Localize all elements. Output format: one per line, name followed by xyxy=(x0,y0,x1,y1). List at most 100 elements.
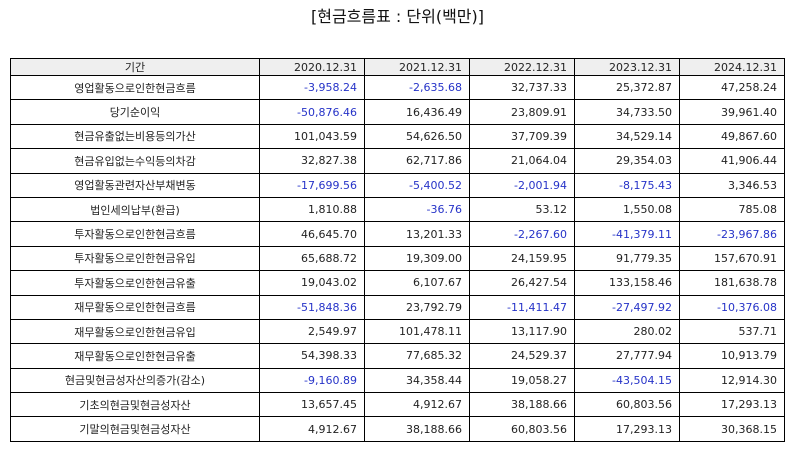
table-cell: 77,685.32 xyxy=(364,343,470,369)
row-label: 당기순이익 xyxy=(10,99,260,125)
row-label: 재무활동으로인한현금흐름 xyxy=(10,294,260,320)
table-cell: 19,058.27 xyxy=(469,367,575,394)
row-label: 영업활동으로인한현금흐름 xyxy=(10,74,260,101)
table-cell: 91,779.35 xyxy=(574,245,680,272)
table-cell: 54,398.33 xyxy=(259,343,365,369)
table-row: 투자활동으로인한현금유입 65,688.72 19,309.00 24,159.95 9… xyxy=(10,245,785,272)
header-row: 기간 2020.12.31 2021.12.31 2022.12.31 2023… xyxy=(10,58,785,76)
table-cell: 26,427.54 xyxy=(469,270,575,296)
table-cell: 12,914.30 xyxy=(679,367,785,394)
table-row: 현금유출없는비용등의가산 101,043.59 54,626.50 37,709.39… xyxy=(10,123,785,150)
table-cell: -36.76 xyxy=(364,196,470,223)
table-cell: -2,635.68 xyxy=(364,74,470,101)
table-row: 재무활동으로인한현금흐름 -51,848.36 23,792.79 -11,411.4… xyxy=(10,294,785,320)
table-row: 재무활동으로인한현금유입 2,549.97 101,478.11 13,117.90 2… xyxy=(10,318,785,345)
table-row: 기초의현금및현금성자산 13,657.45 4,912.67 38,188.66 60,… xyxy=(10,392,785,418)
table-cell: -10,376.08 xyxy=(679,294,785,320)
row-label: 법인세의납부(환급) xyxy=(10,196,260,223)
table-cell: 10,913.79 xyxy=(679,343,785,369)
table-cell: 39,961.40 xyxy=(679,99,785,125)
table-cell: 25,372.87 xyxy=(574,74,680,101)
table-cell: 29,354.03 xyxy=(574,148,680,174)
row-label: 투자활동으로인한현금유입 xyxy=(10,245,260,272)
column-header-period: 기간 xyxy=(10,58,260,76)
table-cell: 181,638.78 xyxy=(679,270,785,296)
table-cell: 13,201.33 xyxy=(364,221,470,247)
table-cell: -8,175.43 xyxy=(574,172,680,198)
row-label: 현금유출없는비용등의가산 xyxy=(10,123,260,150)
table-cell: -3,958.24 xyxy=(259,74,365,101)
column-header-2024: 2024.12.31 xyxy=(679,58,785,76)
table-row: 당기순이익 -50,876.46 16,436.49 23,809.91 34,733.… xyxy=(10,99,785,125)
table-cell: 60,803.56 xyxy=(574,392,680,418)
table-cell: 16,436.49 xyxy=(364,99,470,125)
table-cell: 4,912.67 xyxy=(364,392,470,418)
table-cell: 13,117.90 xyxy=(469,318,575,345)
table-cell: 280.02 xyxy=(574,318,680,345)
table-cell: -27,497.92 xyxy=(574,294,680,320)
table-cell: 47,258.24 xyxy=(679,74,785,101)
table-cell: 1,550.08 xyxy=(574,196,680,223)
table-cell: 2,549.97 xyxy=(259,318,365,345)
table-cell: -5,400.52 xyxy=(364,172,470,198)
table-cell: 27,777.94 xyxy=(574,343,680,369)
table-cell: 54,626.50 xyxy=(364,123,470,150)
column-header-2022: 2022.12.31 xyxy=(469,58,575,76)
row-label: 현금유입없는수익등의차감 xyxy=(10,148,260,174)
table-cell: 23,792.79 xyxy=(364,294,470,320)
table-cell: 21,064.04 xyxy=(469,148,575,174)
table-cell: 34,529.14 xyxy=(574,123,680,150)
table-row: 현금유입없는수익등의차감 32,827.38 62,717.86 21,064.04 2… xyxy=(10,148,785,174)
row-label: 투자활동으로인한현금흐름 xyxy=(10,221,260,247)
table-row: 법인세의납부(환급) 1,810.88 -36.76 53.12 1,550.08 785… xyxy=(10,196,785,223)
table-cell: 49,867.60 xyxy=(679,123,785,150)
table-row: 현금및현금성자산의증가(감소) -9,160.89 34,358.44 19,058.… xyxy=(10,367,785,394)
table-row: 영업활동관련자산부채변동 -17,699.56 -5,400.52 -2,001.94… xyxy=(10,172,785,198)
table-cell: 537.71 xyxy=(679,318,785,345)
row-label: 현금및현금성자산의증가(감소) xyxy=(10,367,260,394)
table-cell: 53.12 xyxy=(469,196,575,223)
table-cell: -23,967.86 xyxy=(679,221,785,247)
table-cell: 17,293.13 xyxy=(679,392,785,418)
table-cell: 24,159.95 xyxy=(469,245,575,272)
table-cell: 23,809.91 xyxy=(469,99,575,125)
table-cell: 785.08 xyxy=(679,196,785,223)
table-row: 투자활동으로인한현금흐름 46,645.70 13,201.33 -2,267.60-… xyxy=(10,221,785,247)
table-cell: 46,645.70 xyxy=(259,221,365,247)
table-cell: 6,107.67 xyxy=(364,270,470,296)
table-cell: -11,411.47 xyxy=(469,294,575,320)
table-cell: 19,309.00 xyxy=(364,245,470,272)
table-cell: 19,043.02 xyxy=(259,270,365,296)
row-label: 재무활동으로인한현금유출 xyxy=(10,343,260,369)
table-cell: 37,709.39 xyxy=(469,123,575,150)
table-cell: 32,737.33 xyxy=(469,74,575,101)
column-header-2023: 2023.12.31 xyxy=(574,58,680,76)
table-cell: 133,158.46 xyxy=(574,270,680,296)
table-cell: -2,001.94 xyxy=(469,172,575,198)
table-cell: 34,358.44 xyxy=(364,367,470,394)
table-cell: 101,043.59 xyxy=(259,123,365,150)
table-cell: 1,810.88 xyxy=(259,196,365,223)
table-cell: -51,848.36 xyxy=(259,294,365,320)
table-cell: 34,733.50 xyxy=(574,99,680,125)
column-header-2020: 2020.12.31 xyxy=(259,58,365,76)
table-cell: 41,906.44 xyxy=(679,148,785,174)
row-label: 재무활동으로인한현금유입 xyxy=(10,318,260,345)
table-cell: 101,478.11 xyxy=(364,318,470,345)
table-cell: 30,368.15 xyxy=(679,416,785,442)
table-cell: 157,670.91 xyxy=(679,245,785,272)
page-title: [현금흐름표 : 단위(백만)] xyxy=(310,7,484,26)
table-cell: -43,504.15 xyxy=(574,367,680,394)
table-cell: -9,160.89 xyxy=(259,367,365,394)
table-row: 재무활동으로인한현금유출 54,398.33 77,685.32 24,529.37 2… xyxy=(10,343,785,369)
table-cell: 13,657.45 xyxy=(259,392,365,418)
table-row: 투자활동으로인한현금유출 19,043.02 6,107.67 26,427.54 13… xyxy=(10,270,785,296)
column-header-2021: 2021.12.31 xyxy=(364,58,470,76)
table-cell: 4,912.67 xyxy=(259,416,365,442)
table-cell: 3,346.53 xyxy=(679,172,785,198)
row-label: 기말의현금및현금성자산 xyxy=(10,416,260,442)
table-body: 영업활동으로인한현금흐름 -3,958.24 -2,635.68 32,737.33 2… xyxy=(10,74,785,442)
table-cell: 32,827.38 xyxy=(259,148,365,174)
row-label: 기초의현금및현금성자산 xyxy=(10,392,260,418)
table-row: 기말의현금및현금성자산 4,912.67 38,188.66 60,803.56 17,… xyxy=(10,416,785,442)
